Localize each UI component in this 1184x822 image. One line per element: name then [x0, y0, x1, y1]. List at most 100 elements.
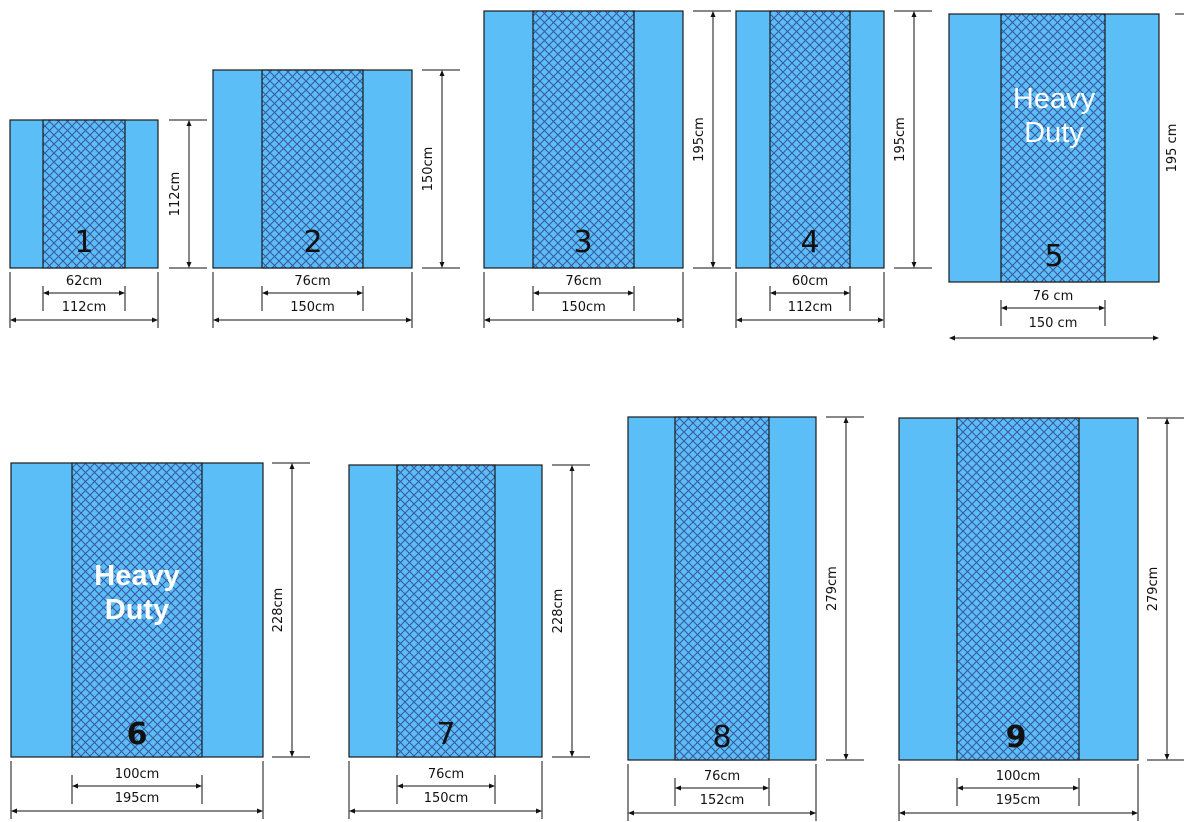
drape-3-number: 3	[573, 225, 592, 260]
center-width-label: 100cm	[115, 767, 160, 782]
center-width-label: 100cm	[996, 769, 1041, 784]
drape-3: 3 76cm 150cm 195cm	[483, 10, 731, 328]
total-width-arrow-head-left	[736, 317, 742, 323]
heavy-duty-label-line2: Duty	[1024, 117, 1084, 149]
drape-2: 2 76cm 150cm 150cm	[212, 69, 460, 328]
drape-5-number: 5	[1044, 239, 1063, 274]
height-label: 228cm	[271, 588, 286, 633]
center-width-arrow-head-left	[1001, 305, 1007, 311]
center-width-arrow-head-right	[628, 290, 634, 296]
center-width-arrow-head-right	[1099, 305, 1105, 311]
total-width-arrow-head-left	[349, 808, 355, 814]
drape-4-number: 4	[800, 225, 819, 260]
drape-5-mesh-center	[1000, 13, 1106, 283]
heavy-duty-label-line1: Heavy	[94, 560, 179, 592]
drape-4: 4 60cm 112cm 195cm	[735, 10, 932, 328]
total-width-arrow-head-right	[406, 317, 412, 323]
center-width-label: 62cm	[66, 274, 102, 289]
center-width-arrow-head-right	[1073, 785, 1079, 791]
total-width-arrow-head-left	[11, 808, 17, 814]
drape-1: 1 62cm 112cm 112cm	[9, 119, 207, 328]
drape-6-number: 6	[127, 717, 148, 752]
total-width-arrow-head-left	[10, 317, 16, 323]
drape-2-number: 2	[303, 225, 322, 260]
total-width-arrow-head-right	[1132, 810, 1138, 816]
total-width-arrow-head-right	[152, 317, 158, 323]
drape-4-mesh-center	[769, 10, 851, 269]
total-width-arrow-head-right	[878, 317, 884, 323]
total-width-arrow-head-left	[949, 335, 955, 341]
height-label: 112cm	[168, 172, 183, 217]
total-width-arrow-head-left	[899, 810, 905, 816]
drape-9-mesh-center	[956, 417, 1080, 761]
drape-1-mesh-center	[42, 119, 126, 269]
height-arrow-head-top	[289, 463, 295, 469]
drape-2-mesh-center	[261, 69, 364, 269]
height-arrow-head-bottom	[911, 262, 917, 268]
center-width-label: 76cm	[704, 769, 740, 784]
total-width-label: 150cm	[424, 791, 469, 806]
height-label: 150cm	[421, 147, 436, 192]
drape-8-mesh-center	[674, 416, 770, 761]
total-width-label: 152cm	[700, 793, 745, 808]
drape-8: 8 76cm 152cm 279cm	[627, 416, 864, 821]
total-width-arrow-head-left	[484, 317, 490, 323]
center-width-arrow-head-left	[397, 783, 403, 789]
height-arrow-head-bottom	[186, 262, 192, 268]
drape-6-mesh-center	[71, 462, 203, 758]
total-width-arrow-head-right	[1153, 335, 1159, 341]
height-arrow-head-bottom	[569, 751, 575, 757]
total-width-arrow-head-right	[257, 808, 263, 814]
drape-7: 7 76cm 150cm 228cm	[348, 464, 590, 819]
center-width-arrow-head-left	[262, 290, 268, 296]
center-width-label: 76cm	[294, 274, 330, 289]
center-width-label: 76cm	[565, 274, 601, 289]
heavy-duty-label-line2: Duty	[105, 594, 169, 626]
height-label: 195 cm	[1165, 124, 1180, 173]
height-label: 228cm	[551, 589, 566, 634]
center-width-arrow-head-right	[763, 785, 769, 791]
center-width-label: 60cm	[792, 274, 828, 289]
total-width-label: 150cm	[290, 300, 335, 315]
center-width-arrow-head-left	[770, 290, 776, 296]
height-arrow-head-bottom	[1164, 754, 1170, 760]
height-arrow-head-bottom	[289, 751, 295, 757]
height-arrow-head-top	[1164, 418, 1170, 424]
height-arrow-head-top	[569, 465, 575, 471]
drape-8-number: 8	[712, 720, 731, 755]
total-width-arrow-head-left	[213, 317, 219, 323]
center-width-arrow-head-left	[675, 785, 681, 791]
height-arrow-head-top	[710, 11, 716, 17]
drape-3-mesh-center	[532, 10, 635, 269]
center-width-arrow-head-right	[196, 783, 202, 789]
total-width-label: 150cm	[561, 300, 606, 315]
height-label: 195cm	[893, 117, 908, 162]
total-width-arrow-head-left	[628, 810, 634, 816]
center-width-arrow-head-right	[844, 290, 850, 296]
height-arrow-head-bottom	[439, 262, 445, 268]
total-width-label: 195cm	[115, 791, 160, 806]
height-label: 279cm	[1146, 567, 1161, 612]
height-arrow-head-top	[843, 417, 849, 423]
center-width-arrow-head-left	[43, 290, 49, 296]
center-width-label: 76 cm	[1033, 289, 1074, 304]
height-arrow-head-bottom	[843, 754, 849, 760]
center-width-arrow-head-right	[489, 783, 495, 789]
total-width-label: 150 cm	[1029, 316, 1078, 331]
drape-1-number: 1	[74, 225, 93, 260]
drape-9-number: 9	[1006, 720, 1027, 755]
center-width-arrow-head-left	[957, 785, 963, 791]
total-width-arrow-head-right	[810, 810, 816, 816]
center-width-label: 76cm	[428, 767, 464, 782]
total-width-label: 112cm	[62, 300, 107, 315]
center-width-arrow-head-right	[119, 290, 125, 296]
total-width-arrow-head-right	[677, 317, 683, 323]
total-width-label: 112cm	[788, 300, 833, 315]
heavy-duty-label-line1: Heavy	[1013, 83, 1096, 115]
height-label: 195cm	[692, 117, 707, 162]
height-arrow-head-top	[186, 120, 192, 126]
total-width-label: 195cm	[996, 793, 1041, 808]
